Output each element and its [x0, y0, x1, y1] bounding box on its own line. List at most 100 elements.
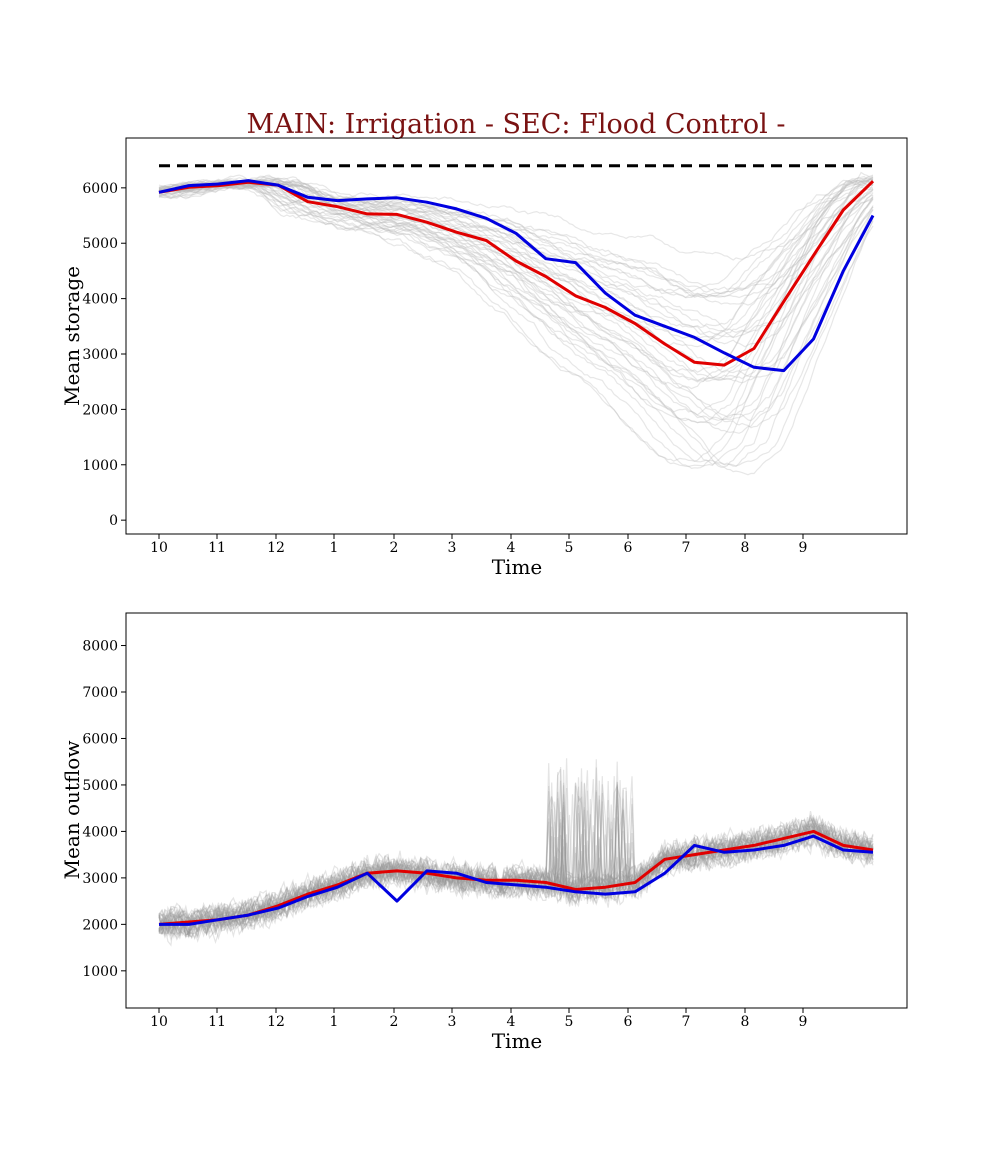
- ensemble-trace: [158, 782, 874, 935]
- x-tick-label: 12: [267, 1014, 285, 1030]
- ensemble-trace: [158, 182, 874, 422]
- ensemble-trace: [158, 177, 874, 373]
- ensemble-trace: [158, 810, 874, 939]
- ensemble-trace: [158, 180, 874, 416]
- y-tick-label: 4000: [82, 292, 118, 308]
- x-tick-label: 8: [741, 540, 750, 556]
- x-tick-label: 8: [741, 1014, 750, 1030]
- ensemble-trace: [158, 763, 874, 936]
- ensemble-trace: [158, 178, 874, 378]
- outflow-plot-frame: [125, 612, 908, 1009]
- ensemble-trace: [158, 175, 874, 383]
- x-tick-label: 12: [267, 540, 285, 556]
- ensemble-trace: [158, 782, 874, 941]
- storage-y-ticks: 0 1000 2000 3000 4000 5000 6000: [82, 181, 126, 529]
- ensemble-trace: [158, 178, 874, 342]
- y-tick-label: 6000: [82, 181, 118, 197]
- ensemble-trace: [158, 176, 874, 293]
- y-tick-label: 2000: [82, 402, 118, 418]
- ensemble-trace: [158, 179, 874, 421]
- x-tick-label: 7: [682, 540, 691, 556]
- ensemble-trace: [158, 171, 874, 468]
- ensemble-trace: [158, 177, 874, 476]
- storage-y-axis-label: Mean storage: [60, 266, 84, 406]
- x-tick-label: 3: [448, 1014, 457, 1030]
- ensemble-trace: [158, 178, 874, 329]
- x-tick-label: 11: [208, 1014, 226, 1030]
- ensemble-trace: [158, 178, 874, 429]
- storage-series-lines: [158, 179, 875, 373]
- outflow-x-axis-label: Time: [492, 1029, 543, 1053]
- y-tick-label: 5000: [82, 236, 118, 252]
- ensemble-trace: [158, 177, 874, 468]
- ensemble-trace: [158, 814, 874, 935]
- x-tick-label: 9: [799, 1014, 808, 1030]
- ensemble-trace: [158, 178, 874, 292]
- y-tick-label: 5000: [82, 778, 118, 794]
- ensemble-trace: [158, 179, 874, 340]
- x-tick-label: 6: [624, 1014, 633, 1030]
- x-tick-label: 10: [150, 1014, 168, 1030]
- ensemble-trace: [158, 178, 874, 334]
- x-tick-label: 11: [208, 540, 226, 556]
- x-tick-label: 7: [682, 1014, 691, 1030]
- ensemble-trace: [158, 805, 874, 934]
- ensemble-trace: [158, 180, 874, 390]
- ensemble-trace: [158, 792, 874, 935]
- y-tick-label: 8000: [82, 639, 118, 655]
- ensemble-trace: [158, 783, 874, 935]
- x-tick-label: 4: [507, 540, 516, 556]
- x-tick-label: 3: [448, 540, 457, 556]
- x-tick-label: 2: [390, 1014, 399, 1030]
- x-tick-label: 5: [565, 1014, 574, 1030]
- red-series-line: [158, 829, 874, 926]
- y-tick-label: 6000: [82, 731, 118, 747]
- ensemble-trace: [158, 761, 874, 938]
- ensemble-trace: [158, 805, 874, 945]
- outflow-y-ticks: 1000 2000 3000 4000 5000 6000 7000 8000: [82, 639, 126, 980]
- y-tick-label: 3000: [82, 871, 118, 887]
- ensemble-trace: [158, 178, 874, 426]
- storage-x-axis-label: Time: [492, 555, 543, 579]
- ensemble-trace: [158, 175, 874, 467]
- x-tick-label: 1: [330, 540, 339, 556]
- x-tick-label: 2: [390, 540, 399, 556]
- y-tick-label: 1000: [82, 458, 118, 474]
- ensemble-trace: [158, 179, 874, 348]
- ensemble-trace: [158, 174, 874, 434]
- y-tick-label: 1000: [82, 964, 118, 980]
- ensemble-trace: [158, 178, 874, 470]
- ensemble-trace: [158, 797, 874, 935]
- x-tick-label: 6: [624, 540, 633, 556]
- ensemble-trace: [158, 176, 874, 424]
- ensemble-trace: [158, 817, 874, 936]
- outflow-series-lines: [158, 829, 874, 926]
- x-tick-label: 1: [330, 1014, 339, 1030]
- outflow-x-ticks: 10 11 12 1 2 3 4 5 6 7 8 9: [150, 1008, 807, 1030]
- blue-series-line: [159, 834, 874, 926]
- ensemble-trace: [158, 769, 874, 941]
- x-tick-label: 4: [507, 1014, 516, 1030]
- ensemble-trace: [158, 180, 874, 380]
- ensemble-trace: [159, 179, 874, 339]
- ensemble-trace: [158, 176, 874, 462]
- y-tick-label: 2000: [82, 917, 118, 933]
- x-tick-label: 10: [150, 540, 168, 556]
- y-tick-label: 7000: [82, 685, 118, 701]
- y-tick-label: 4000: [82, 824, 118, 840]
- x-tick-label: 9: [799, 540, 808, 556]
- chart-title: MAIN: Irrigation - SEC: Flood Control -: [246, 109, 785, 140]
- outflow-y-axis-label: Mean outflow: [60, 741, 84, 880]
- blue-series-line: [158, 179, 875, 373]
- ensemble-trace: [158, 178, 874, 338]
- ensemble-trace: [158, 178, 874, 467]
- storage-plot-frame: [125, 137, 908, 535]
- y-tick-label: 3000: [82, 347, 118, 363]
- storage-ensemble-lines: [158, 171, 874, 476]
- ensemble-trace: [158, 178, 874, 384]
- y-tick-label: 0: [109, 513, 118, 529]
- ensemble-trace: [158, 177, 874, 299]
